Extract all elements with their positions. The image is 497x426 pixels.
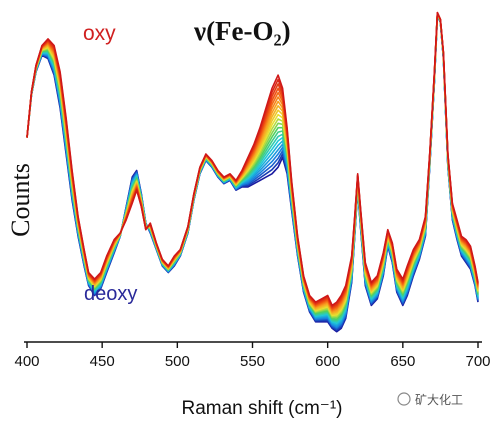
series-line-oxy [26, 11, 479, 307]
watermark-text: 矿大化工 [415, 393, 463, 407]
y-axis-title: Counts [6, 163, 35, 237]
annotation-oxy: oxy [83, 22, 116, 45]
annotation-band-title: ν(Fe-O₂) [193, 16, 291, 46]
x-axis: 400 450 500 550 600 650 700 [14, 341, 491, 370]
x-tick-label: 550 [240, 353, 265, 370]
spectrum-curves [26, 11, 479, 333]
annotation-deoxy: deoxy [84, 283, 137, 305]
x-tick-label: 400 [14, 353, 39, 370]
x-tick-label: 600 [315, 353, 340, 370]
x-tick-label: 500 [165, 353, 190, 370]
x-axis-title: Raman shift (cm⁻¹) [182, 398, 343, 419]
x-tick-label: 650 [390, 353, 415, 370]
x-tick-label: 450 [90, 353, 115, 370]
watermark-logo-icon [397, 392, 411, 406]
watermark: 矿大化工 [397, 392, 463, 407]
x-tick-label: 700 [465, 353, 490, 370]
